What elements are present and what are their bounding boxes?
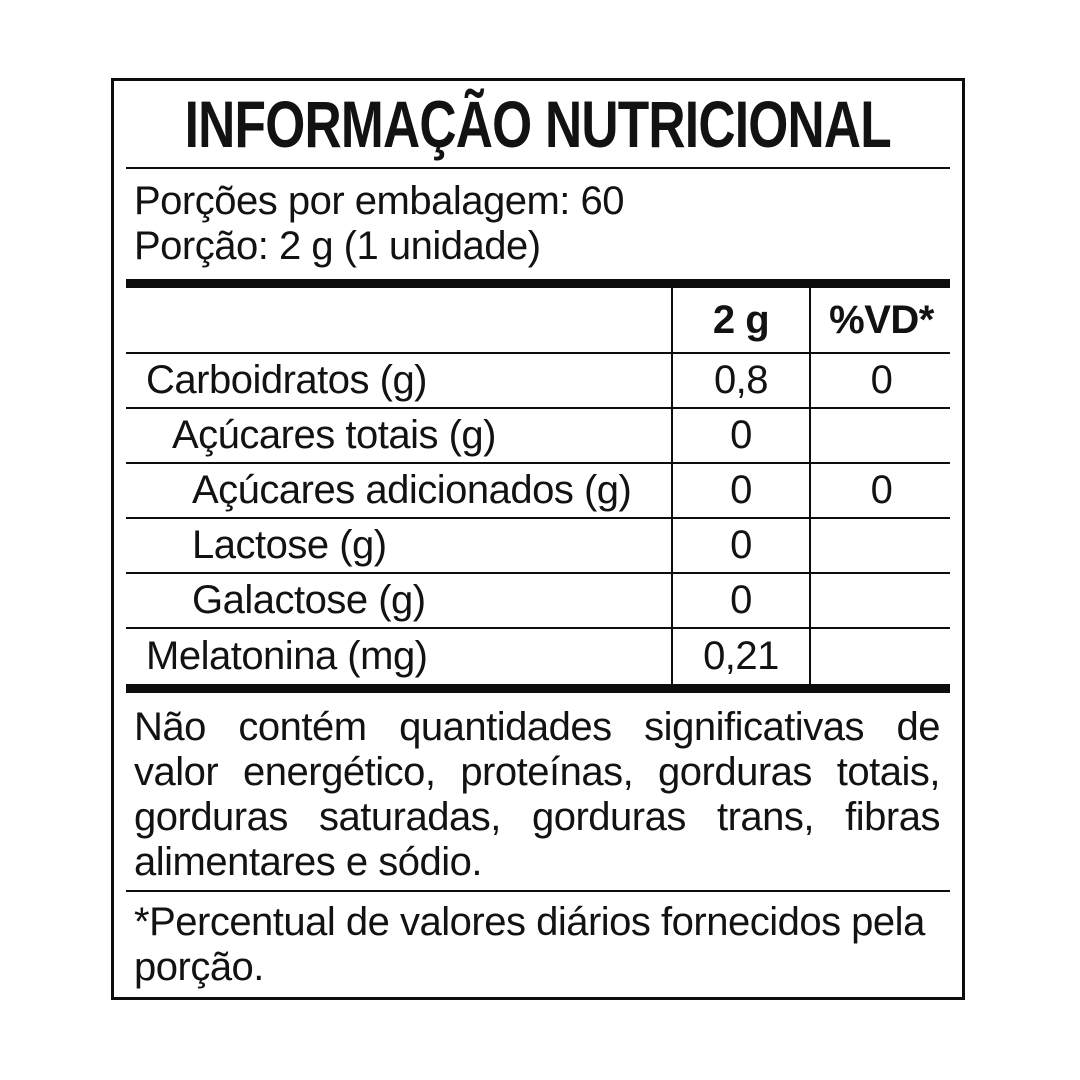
footnote-line: porção. (134, 945, 264, 989)
header-nutrient-cell (126, 288, 671, 352)
thick-divider-top (126, 279, 950, 288)
note-line: alimentares e sódio. (134, 840, 482, 884)
serving-size: Porção: 2 g (1 unidade) (134, 224, 541, 268)
nutrition-table: 2 g %VD* Carboidratos (g) 0,8 0 Açúcares… (126, 288, 950, 684)
table-row-carboidratos: Carboidratos (g) 0,8 0 (126, 354, 950, 409)
label-title: INFORMAÇÃO NUTRICIONAL (184, 87, 892, 161)
table-row-acucares-adicionados: Açúcares adicionados (g) 0 0 (126, 464, 950, 519)
note-line: gorduras saturadas, gorduras trans, fibr… (134, 795, 941, 839)
row-amount: 0 (671, 409, 809, 462)
servings-per-package: Porções por embalagem: 60 (134, 179, 625, 223)
row-daily-value (809, 574, 952, 627)
nutrition-facts-label: INFORMAÇÃO NUTRICIONAL Porções por embal… (111, 78, 965, 1000)
note-line: valor energético, proteínas, gorduras to… (134, 750, 941, 794)
row-daily-value: 0 (809, 354, 952, 407)
daily-value-footnote: *Percentual de valores diários fornecido… (114, 892, 962, 990)
row-daily-value (809, 629, 952, 684)
row-amount: 0,21 (671, 629, 809, 684)
column-header-amount: 2 g (671, 288, 809, 352)
table-row-lactose: Lactose (g) 0 (126, 519, 950, 574)
row-amount: 0 (671, 574, 809, 627)
row-daily-value (809, 409, 952, 462)
row-label: Carboidratos (g) (146, 358, 428, 402)
row-amount: 0,8 (671, 354, 809, 407)
row-label: Galactose (g) (192, 578, 426, 622)
row-daily-value: 0 (809, 464, 952, 517)
serving-info: Porções por embalagem: 60 Porção: 2 g (1… (114, 169, 962, 279)
insignificant-amounts-note: Não contém quantidades significativas de… (114, 693, 962, 890)
row-label: Melatonina (mg) (146, 634, 428, 678)
footnote-line: *Percentual de valores diários fornecido… (134, 900, 925, 944)
table-row-acucares-totais: Açúcares totais (g) 0 (126, 409, 950, 464)
row-label: Lactose (g) (192, 523, 387, 567)
row-label: Açúcares adicionados (g) (192, 468, 632, 512)
column-header-daily-value: %VD* (809, 288, 952, 352)
footnote-divider (126, 890, 950, 892)
table-row-galactose: Galactose (g) 0 (126, 574, 950, 629)
table-row-melatonina: Melatonina (mg) 0,21 (126, 629, 950, 684)
title-divider (126, 167, 950, 169)
label-header: INFORMAÇÃO NUTRICIONAL (114, 81, 962, 167)
row-daily-value (809, 519, 952, 572)
table-header-row: 2 g %VD* (126, 288, 950, 354)
row-amount: 0 (671, 519, 809, 572)
note-line: Não contém quantidades significativas de (134, 705, 941, 749)
thick-divider-bottom (126, 684, 950, 693)
row-amount: 0 (671, 464, 809, 517)
row-label: Açúcares totais (g) (172, 413, 496, 457)
